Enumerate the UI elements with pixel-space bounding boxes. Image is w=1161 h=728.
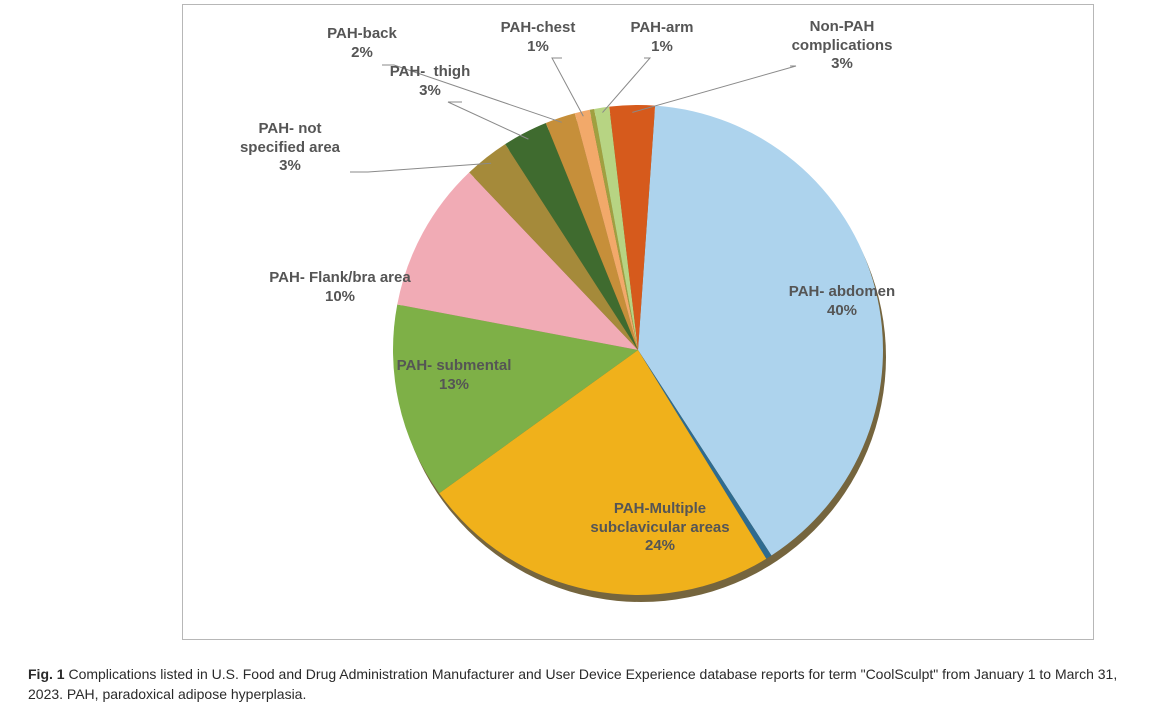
label-name-thigh: PAH- thigh	[320, 63, 540, 82]
label-name-flank: PAH- Flank/bra area	[230, 269, 450, 288]
label-name-unspec: PAH- not specified area	[180, 120, 400, 158]
label-name-abdomen: PAH- abdomen	[732, 283, 952, 302]
figure-page: PAH- abdomen40% PAH-Multiple subclavicula…	[0, 0, 1161, 728]
label-multi: PAH-Multiple subclavicular areas24%	[550, 500, 770, 556]
label-name-submental: PAH- submental	[344, 357, 564, 376]
label-pct-thigh: 3%	[320, 82, 540, 101]
label-abdomen: PAH- abdomen40%	[732, 283, 952, 321]
leader-arm	[602, 58, 650, 113]
label-name-multi: PAH-Multiple subclavicular areas	[550, 500, 770, 538]
label-pct-nonpah: 3%	[732, 55, 952, 74]
figure-number: Fig. 1	[28, 666, 65, 682]
leader-chest	[552, 58, 583, 116]
figure-caption-text: Complications listed in U.S. Food and Dr…	[28, 666, 1117, 702]
label-pct-abdomen: 40%	[732, 302, 952, 321]
label-flank: PAH- Flank/bra area10%	[230, 269, 450, 307]
label-pct-unspec: 3%	[180, 157, 400, 176]
label-pct-multi: 24%	[550, 537, 770, 556]
label-nonpah: Non-PAH complications3%	[732, 18, 952, 74]
label-name-nonpah: Non-PAH complications	[732, 18, 952, 56]
label-submental: PAH- submental13%	[344, 357, 564, 395]
leader-thigh	[448, 102, 528, 139]
label-pct-flank: 10%	[230, 288, 450, 307]
label-thigh: PAH- thigh3%	[320, 63, 540, 101]
pie-chart	[0, 0, 1161, 728]
label-pct-submental: 13%	[344, 376, 564, 395]
label-unspec: PAH- not specified area3%	[180, 120, 400, 176]
figure-caption: Fig. 1 Complications listed in U.S. Food…	[28, 664, 1121, 705]
